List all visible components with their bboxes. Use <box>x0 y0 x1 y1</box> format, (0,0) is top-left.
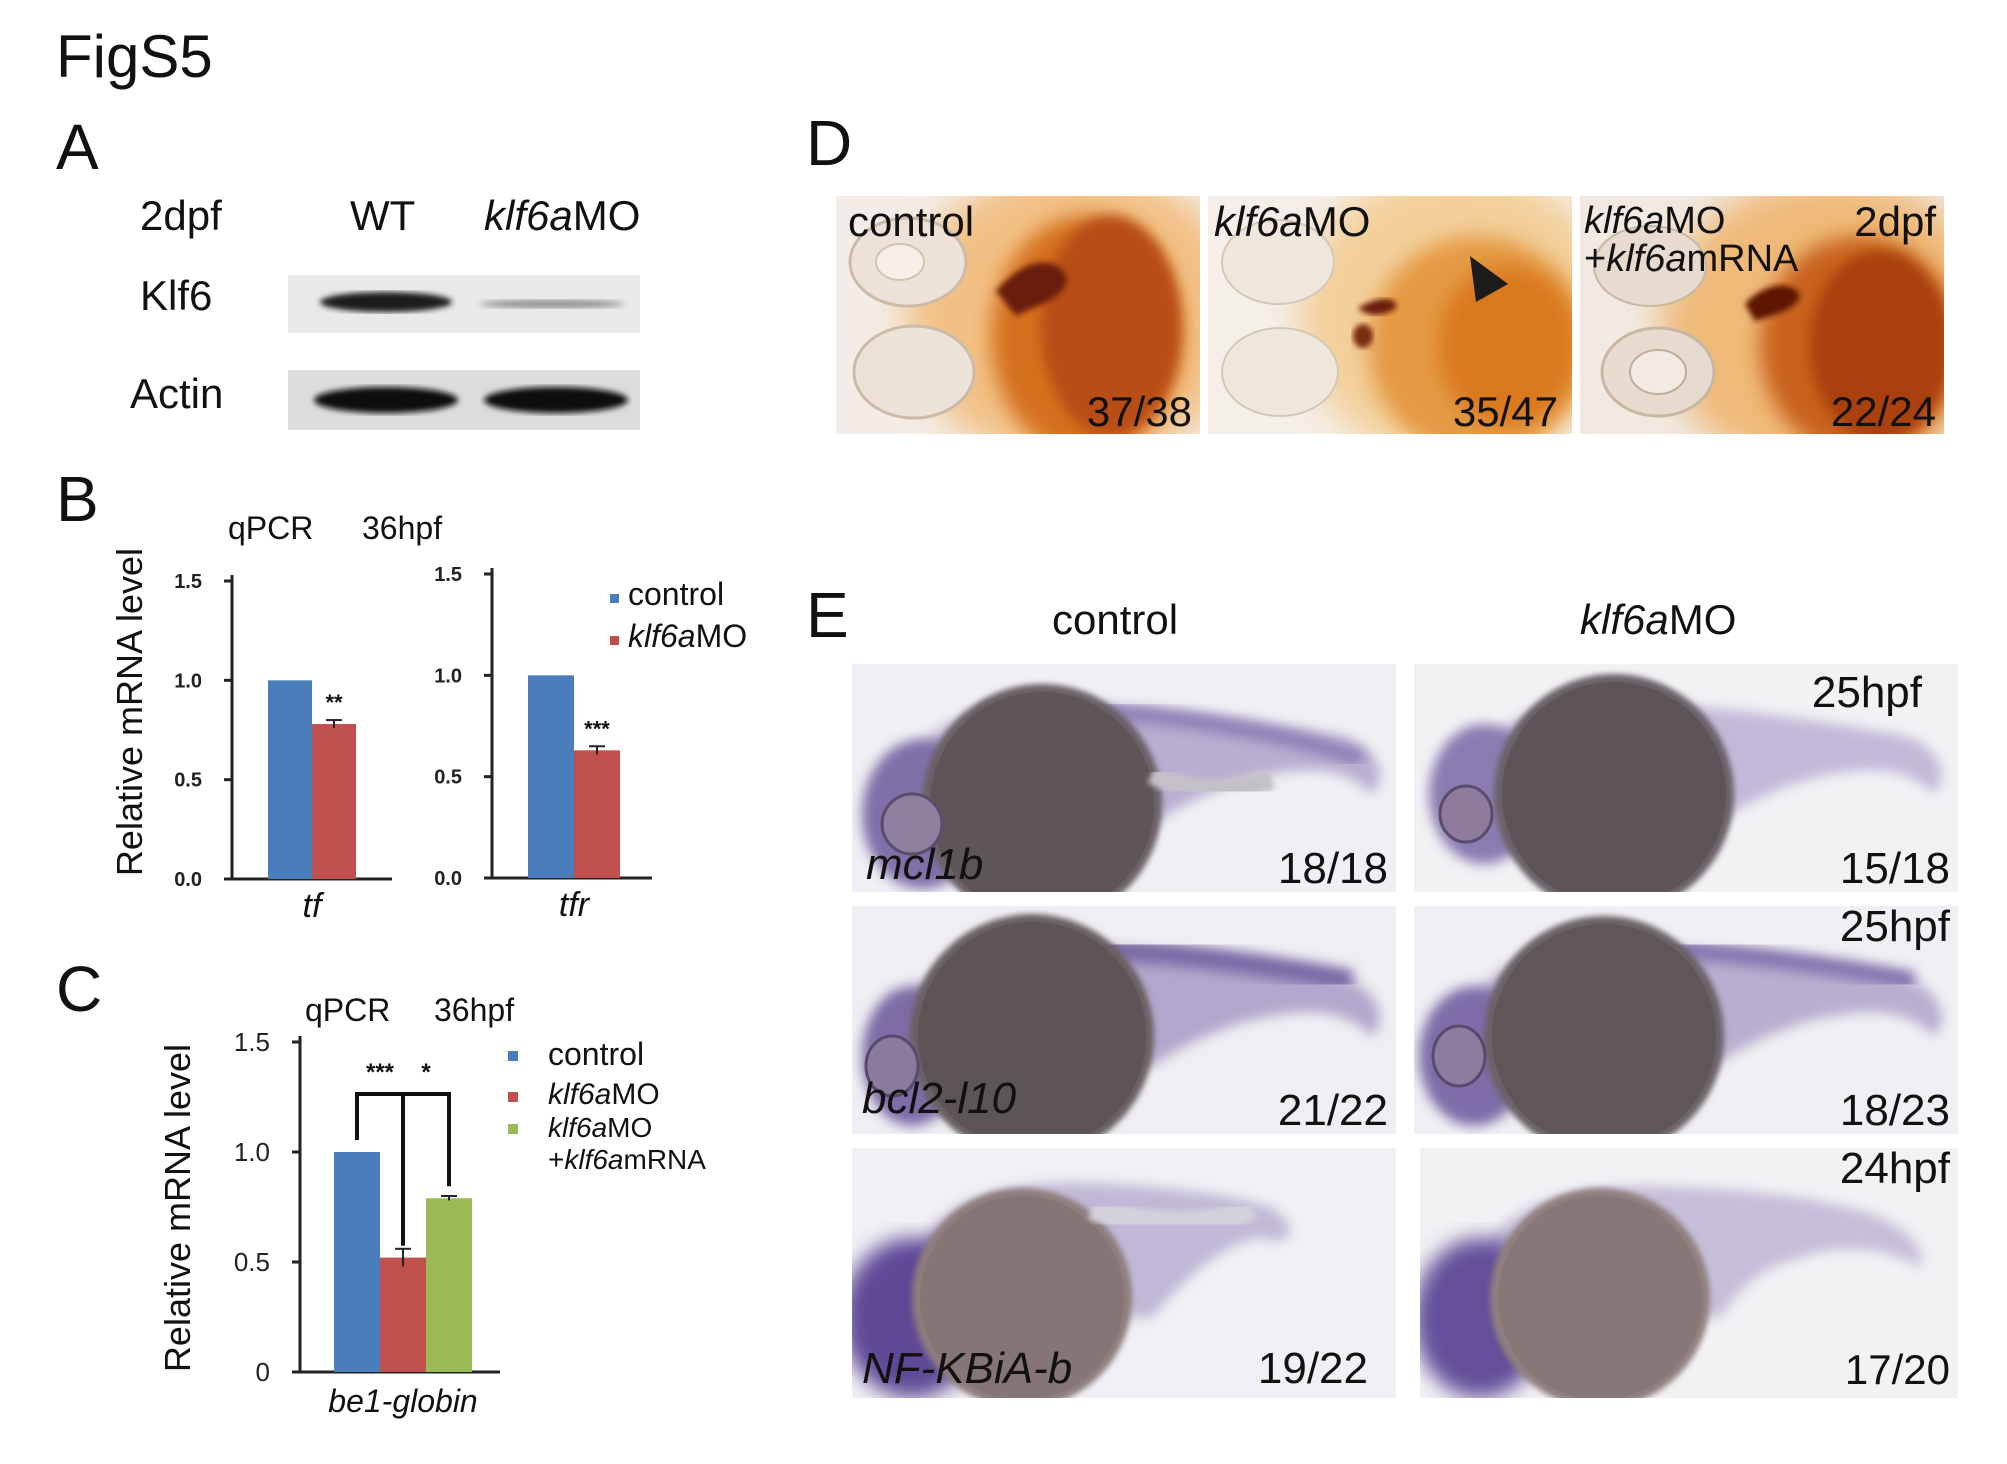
e-row2-control-count: 21/22 <box>1277 1086 1388 1134</box>
legend-c-control-label: control <box>548 1036 645 1072</box>
e-row1-control: mcl1b 18/18 <box>852 664 1396 892</box>
chart-C-significance: * <box>421 1059 431 1086</box>
chart-B-tf-tick-label: 0.5 <box>174 770 202 792</box>
d-image-control: control 37/38 <box>836 196 1200 434</box>
chart-C-bar <box>426 1198 472 1372</box>
panel-label-e: E <box>806 579 849 651</box>
d-image-rescue: klf6aMO +klf6amRNA 2dpf 22/24 <box>1580 196 1944 434</box>
chart-B-tfr-tick-label: 0.5 <box>434 767 462 789</box>
panel-label-a: A <box>56 111 99 183</box>
chart-B-tfr-significance: *** <box>584 716 610 741</box>
legend-c-rescue-label-2: +klf6amRNA <box>548 1144 706 1175</box>
d-rescue-stage: 2dpf <box>1854 198 1936 245</box>
legend-c-rescue-swatch <box>508 1124 518 1134</box>
chart-B-tf-bar <box>312 724 356 879</box>
figure-title: FigS5 <box>56 23 213 90</box>
d-arrowhead-icon <box>1470 256 1508 302</box>
legend-b-mo-swatch <box>610 636 619 645</box>
e-row2-mo: 25hpf 18/23 <box>1414 906 1958 1134</box>
d-mo-count: 35/47 <box>1452 388 1558 434</box>
chart-B-tf-bar <box>268 680 312 879</box>
legend-b-control-label: control <box>628 576 725 612</box>
e-row1-gene: mcl1b <box>866 840 984 889</box>
chart-C-tick-label: 0 <box>256 1357 270 1387</box>
chart-B-tf-category-label: tf <box>303 887 325 925</box>
d-image-mo: klf6aMO 35/47 <box>1208 196 1572 434</box>
e-row3-gene: NF-KBiA-b <box>862 1344 1073 1393</box>
e-row2-mo-count: 18/23 <box>1839 1086 1950 1134</box>
panel-label-c: C <box>56 953 103 1025</box>
d-control-count: 37/38 <box>1086 388 1192 434</box>
e-row2-control: bcl2-l10 21/22 <box>852 906 1396 1134</box>
e-row3-mo: 24hpf 17/20 <box>1420 1148 1958 1398</box>
panel-a-row-klf6: Klf6 <box>140 272 213 319</box>
chart-B-tfr-tick-label: 1.5 <box>434 564 462 586</box>
e-row1-control-count: 18/18 <box>1277 844 1388 892</box>
d-mo-label: klf6aMO <box>1214 198 1371 245</box>
panel-a-stage: 2dpf <box>140 192 222 239</box>
legend-c-control-swatch <box>508 1051 518 1061</box>
panel-label-b: B <box>56 463 99 535</box>
chart-C-category-label: be1-globin <box>328 1383 477 1419</box>
e-row3-control: NF-KBiA-b 19/22 <box>852 1148 1396 1398</box>
chart-B-tf-tick-label: 1.0 <box>174 670 202 692</box>
chart-B-tfr-bar <box>528 675 574 878</box>
chart-C-bar <box>380 1257 426 1372</box>
e-row1-stage: 25hpf <box>1811 668 1922 717</box>
chart-B-tfr-category-label: tfr <box>559 886 591 924</box>
chart-C-tick-label: 1.0 <box>234 1137 270 1167</box>
chart-B-tfr-bar <box>574 750 620 878</box>
d-rescue-label-2: +klf6amRNA <box>1584 238 1799 280</box>
panel-c-ylabel: Relative mRNA level <box>157 1043 198 1373</box>
e-row1-mo-count: 15/18 <box>1839 844 1950 892</box>
chart-C-significance: *** <box>366 1059 395 1086</box>
panel-b-method: qPCR <box>228 510 314 546</box>
panel-a-col-mo: klf6aMO <box>484 192 641 239</box>
e-col-mo: klf6aMO <box>1580 596 1737 643</box>
e-col-control: control <box>1052 596 1179 643</box>
d-rescue-label-1: klf6aMO <box>1584 200 1726 242</box>
legend-b-mo-label: klf6aMO <box>628 618 748 654</box>
legend-c-mo-swatch <box>508 1092 518 1102</box>
e-row3-stage: 24hpf <box>1839 1148 1950 1193</box>
chart-B-tf-tick-label: 1.5 <box>174 571 202 593</box>
chart-C-significance-bracket <box>401 1092 451 1246</box>
e-row2-gene: bcl2-l10 <box>862 1074 1017 1123</box>
chart-C-tick-label: 0.5 <box>234 1247 270 1277</box>
legend-b-control-swatch <box>610 594 619 603</box>
chart-B-tf-significance: ** <box>325 690 343 715</box>
e-row3-control-count: 19/22 <box>1257 1344 1368 1393</box>
legend-c-mo-label: klf6aMO <box>548 1078 660 1111</box>
panel-label-d: D <box>806 107 853 179</box>
chart-B-tfr-tick-label: 1.0 <box>434 665 462 687</box>
e-row2-stage: 25hpf <box>1839 906 1950 951</box>
chart-C-bar <box>334 1152 380 1372</box>
e-row3-mo-count: 17/20 <box>1844 1346 1950 1393</box>
chart-B-tfr-tick-label: 0.0 <box>434 868 462 890</box>
panel-b-time: 36hpf <box>362 510 443 546</box>
panel-c-time: 36hpf <box>434 992 515 1028</box>
d-rescue-count: 22/24 <box>1830 388 1936 434</box>
e-row1-mo: 25hpf 15/18 <box>1414 664 1958 892</box>
d-control-label: control <box>848 198 975 245</box>
legend-c-rescue-label-1: klf6aMO <box>548 1112 653 1143</box>
panel-c-method: qPCR <box>305 992 391 1028</box>
panel-a-row-actin: Actin <box>130 370 224 417</box>
panel-a-col-wt: WT <box>350 192 416 239</box>
chart-C-tick-label: 1.5 <box>234 1027 270 1057</box>
chart-B-tf-tick-label: 0.0 <box>174 869 202 891</box>
